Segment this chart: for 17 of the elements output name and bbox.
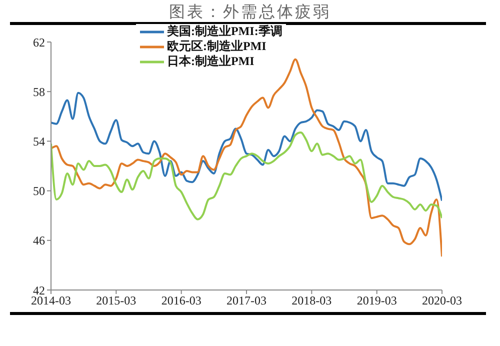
y-tick-label: 54	[33, 134, 45, 148]
x-tick-label: 2015-03	[96, 294, 136, 308]
x-tick-label: 2019-03	[356, 294, 397, 308]
x-tick-label: 2017-03	[226, 294, 266, 308]
x-tick-label: 2018-03	[292, 294, 332, 308]
x-tick-label: 2016-03	[161, 294, 202, 308]
chart-title: 图表：外需总体疲弱	[168, 2, 332, 23]
y-tick-label: 62	[33, 35, 45, 50]
legend-label: 日本:制造业PMI	[167, 54, 254, 69]
x-tick-label: 2020-03	[422, 294, 462, 308]
legend-label: 欧元区:制造业PMI	[167, 39, 266, 54]
y-tick-label: 50	[33, 184, 45, 198]
line-series	[51, 92, 442, 202]
y-tick-label: 46	[33, 234, 45, 248]
line-series	[51, 132, 442, 220]
legend-label: 美国:制造业PMI:季调	[167, 24, 282, 39]
y-tick-label: 58	[33, 84, 45, 99]
